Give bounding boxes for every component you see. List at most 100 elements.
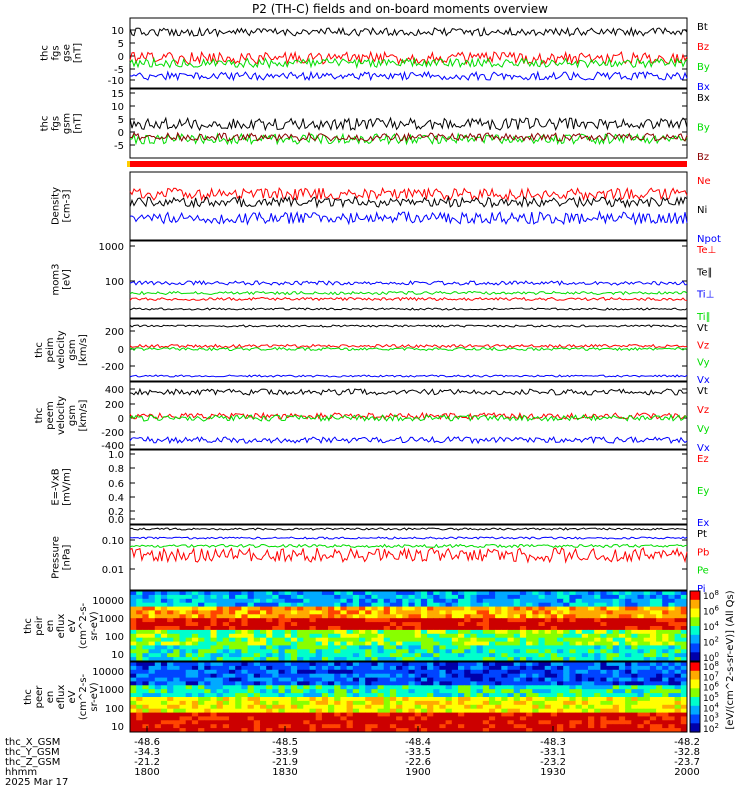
heatmap-cell (167, 720, 174, 725)
heatmap-cell (229, 689, 236, 694)
heatmap-cell (148, 716, 156, 721)
heatmap-cell (185, 622, 193, 627)
heatmap-cell (507, 712, 515, 717)
heatmap-cell (136, 716, 143, 721)
heatmap-cell (253, 645, 261, 650)
heatmap-cell (470, 626, 478, 631)
heatmap-cell (371, 633, 379, 639)
heatmap-cell (179, 681, 187, 686)
heatmap-cell (396, 618, 403, 623)
heatmap-cell (668, 704, 676, 710)
heatmap-cell (154, 591, 162, 596)
heatmap-cell (191, 685, 199, 690)
heatmap-cell (594, 716, 601, 721)
heatmap-cell (482, 708, 490, 714)
heatmap-cell (476, 669, 484, 675)
heatmap-cell (557, 704, 564, 710)
heatmap-cell (173, 591, 180, 596)
heatmap-cell (328, 614, 335, 619)
heatmap-cell (247, 669, 255, 675)
heatmap-cell (575, 649, 583, 654)
heatmap-cell (352, 626, 360, 631)
heatmap-cell (340, 700, 348, 706)
heatmap-cell (222, 681, 230, 686)
colorbar-segment (690, 679, 700, 689)
heatmap-cell (439, 662, 447, 667)
heatmap-cell (185, 728, 193, 733)
heatmap-cell (266, 704, 273, 710)
heatmap-cell (340, 720, 348, 725)
heatmap-cell (482, 614, 490, 619)
heatmap-cell (396, 685, 403, 690)
heatmap-cell (297, 602, 304, 608)
heatmap-cell (253, 649, 261, 654)
heatmap-cell (266, 618, 273, 623)
heatmap-cell (185, 700, 193, 706)
heatmap-cell (346, 677, 354, 682)
heatmap-cell (315, 626, 323, 631)
heatmap-cell (631, 712, 638, 717)
heatmap-cell (532, 720, 539, 725)
heatmap-cell (309, 610, 317, 615)
heatmap-cell (575, 653, 583, 658)
heatmap-cell (278, 708, 286, 714)
heatmap-cell (377, 704, 385, 710)
heatmap-cell (148, 641, 156, 646)
heatmap-cell (612, 689, 620, 694)
heatmap-cell (656, 606, 663, 611)
heatmap-cell (470, 653, 478, 658)
heatmap-cell (495, 728, 502, 733)
heatmap-cell (439, 665, 447, 671)
heatmap-cell (575, 602, 583, 608)
heatmap-cell (476, 614, 484, 619)
heatmap-cell (538, 653, 546, 658)
heatmap-cell (674, 708, 682, 714)
heatmap-cell (334, 606, 341, 611)
heatmap-cell (303, 704, 310, 710)
heatmap-cell (532, 629, 539, 635)
heatmap-cell (550, 681, 558, 686)
heatmap-cell (482, 685, 490, 690)
heatmap-cell (439, 657, 447, 662)
heatmap-cell (625, 649, 632, 654)
heatmap-cell (532, 662, 539, 667)
heatmap-cell (538, 633, 546, 639)
heatmap-cell (160, 700, 168, 706)
heatmap-cell (606, 610, 614, 615)
heatmap-cell (167, 633, 174, 639)
heatmap-cell (550, 657, 558, 662)
heatmap-cell (662, 610, 669, 615)
heatmap-cell (383, 697, 391, 702)
heatmap-cell (625, 720, 632, 725)
heatmap-cell (260, 693, 267, 698)
heatmap-cell (588, 677, 595, 682)
heatmap-cell (253, 697, 261, 702)
heatmap-cell (643, 700, 651, 706)
heatmap-cell (204, 665, 211, 671)
heatmap-cell (328, 633, 335, 639)
heatmap-cell (470, 633, 478, 639)
heatmap-cell (167, 614, 174, 619)
heatmap-cell (680, 649, 688, 654)
heatmap-cell (618, 629, 626, 635)
heatmap-cell (266, 649, 273, 654)
heatmap-cell (179, 629, 187, 635)
heatmap-cell (427, 700, 434, 706)
heatmap-cell (266, 591, 273, 596)
heatmap-cell (526, 693, 533, 698)
ylabel-line: eflux (56, 685, 67, 710)
heatmap-cell (389, 708, 397, 714)
heatmap-cell (594, 669, 601, 675)
heatmap-cell (649, 591, 657, 596)
heatmap-cell (229, 598, 236, 604)
heatmap-cell (600, 602, 608, 608)
heatmap-cell (154, 633, 162, 639)
heatmap-cell (142, 626, 150, 631)
heatmap-cell (544, 657, 552, 662)
heatmap-cell (513, 645, 521, 650)
heatmap-cell (142, 720, 150, 725)
heatmap-cell (451, 662, 459, 667)
heatmap-cell (458, 622, 465, 627)
heatmap-cell (538, 728, 546, 733)
heatmap-cell (136, 662, 143, 667)
